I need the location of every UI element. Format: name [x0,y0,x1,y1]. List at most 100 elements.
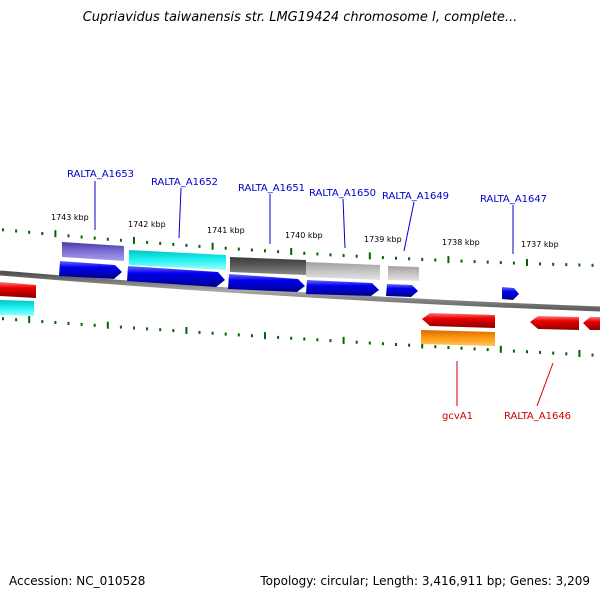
scale-tick [578,350,581,357]
scale-tick [119,238,122,242]
gene-arrow-forward [306,280,379,296]
gene-arrow-forward [59,261,122,279]
scale-tick [578,263,581,267]
scale-tick [198,330,201,334]
scale-tick [303,337,306,341]
cog-bars [0,242,495,346]
scale-tick [28,316,31,324]
scale-tick [290,248,293,255]
scale-tick [237,333,240,337]
scale-tick [133,326,135,330]
scale-label: 1742 kbp [128,220,166,229]
scale-tick [421,341,424,349]
scale-tick [329,253,332,257]
scale-tick [54,321,57,324]
scale-tick [368,341,371,345]
cog-bar [62,242,124,261]
gene-arrow-forward [502,287,519,300]
scale-tick [224,332,227,336]
scale-tick [2,317,4,321]
scale-tick [499,345,502,353]
gene-arrow-reverse [583,317,600,330]
gene-label: RALTA_A1651 [238,183,305,194]
scale-tick [185,243,188,247]
topology-stats: Topology: circular; Length: 3,416,911 bp… [260,574,590,588]
forward-genes[interactable] [59,261,519,300]
scale-tick [303,251,306,255]
scale-label: 1740 kbp [285,231,323,240]
gene-label: RALTA_A1650 [309,188,376,199]
scale-tick [67,234,70,238]
reverse-genes[interactable] [0,282,600,330]
accession-text: Accession: NC_010528 [9,574,146,588]
scale-tick [290,336,293,340]
inner-scale-ticks [2,316,594,357]
scale-tick [329,339,332,343]
scale-tick [41,232,44,235]
scale-tick [159,241,162,245]
scale-tick [460,259,463,263]
scale-tick [355,340,358,344]
scale-tick [342,336,345,344]
scale-tick [67,321,70,325]
scale-tick [539,262,542,266]
scale-tick [264,249,266,253]
scale-label: 1741 kbp [207,226,245,235]
label-leaders [94,181,554,407]
gene-label: RALTA_A1652 [151,177,218,188]
gene-arrow-reverse [530,316,579,330]
cog-bar [388,266,419,281]
gene-label: RALTA_A1646 [504,411,571,422]
scale-tick [591,353,594,357]
gene-arrow-forward [127,266,225,287]
scale-tick [2,228,4,232]
scale-tick [473,347,476,351]
scale-tick [93,323,96,327]
scale-tick [15,318,18,322]
scale-tick [41,320,44,324]
scale-tick [368,252,371,260]
scale-tick [552,351,555,355]
gene-label: RALTA_A1647 [480,194,547,205]
scale-tick [224,246,227,250]
gene-arrow-forward [386,284,418,297]
scale-tick [264,332,266,340]
map-title: Cupriavidus taiwanensis str. LMG19424 ch… [82,10,518,25]
scale-tick [54,230,57,238]
scale-tick [172,329,175,333]
scale-label: 1738 kbp [442,238,480,247]
scale-tick [539,350,542,354]
scale-tick [146,240,149,244]
scale-label: 1743 kbp [51,213,89,222]
cog-bar [421,330,495,346]
scale-tick [526,350,528,354]
chromosome-backbone [0,270,600,312]
scale-tick [211,242,214,250]
scale-tick [381,342,384,346]
scale-tick [172,242,175,246]
scale-tick [421,257,424,261]
scale-label: 1737 kbp [521,240,559,249]
scale-tick [237,247,240,251]
scale-tick [434,258,437,262]
scale-tick [434,345,437,349]
scale-tick [486,260,489,264]
scale-tick [198,244,201,248]
scale-tick [146,327,149,331]
scale-tick [565,352,568,356]
scale-tick [106,321,109,329]
scale-tick [250,334,253,338]
scale-tick [133,236,135,244]
cog-bar [129,250,226,270]
scale-tick [355,254,358,258]
scale-tick [395,343,397,346]
gene-labels[interactable]: RALTA_A1653 RALTA_A1652 RALTA_A1651 RALT… [67,169,571,422]
gene-label: RALTA_A1653 [67,169,134,180]
scale-tick [591,263,594,267]
scale-tick [316,338,319,342]
scale-tick [486,348,489,352]
gene-label: gcvA1 [442,411,473,422]
scale-tick [119,325,122,329]
gene-arrow-reverse [0,282,36,298]
